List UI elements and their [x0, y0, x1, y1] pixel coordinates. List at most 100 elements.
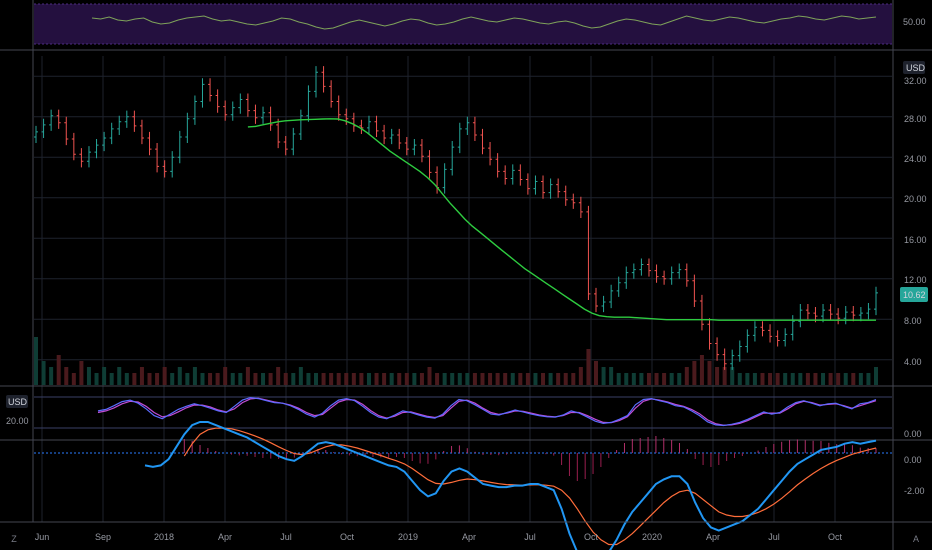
- price-bar: [677, 263, 682, 279]
- price-bar: [450, 141, 455, 176]
- price-bar: [631, 263, 636, 279]
- price-bar: [760, 321, 765, 337]
- volume-bar: [495, 373, 500, 385]
- price-bar: [488, 142, 493, 166]
- price-bar: [730, 349, 735, 370]
- price-bar: [329, 80, 334, 108]
- price-bar: [200, 78, 205, 108]
- volume-bar: [510, 373, 515, 385]
- volume-bar: [790, 373, 795, 385]
- price-bar: [707, 318, 712, 350]
- volume-bar: [41, 361, 46, 385]
- volume-bar: [192, 367, 197, 385]
- volume-bar: [654, 373, 659, 385]
- volume-bar: [223, 367, 228, 385]
- volume-bar: [775, 373, 780, 385]
- time-tick-label: Oct: [828, 532, 843, 542]
- price-tick-label: 28.00: [904, 114, 927, 124]
- volume-bar: [427, 367, 432, 385]
- rsi-pane: 50.00: [34, 3, 926, 45]
- price-tick-label: 12.00: [904, 275, 927, 285]
- volume-bar: [662, 373, 667, 385]
- currency-label: USD: [906, 63, 926, 73]
- price-bar: [306, 85, 311, 122]
- price-bar: [745, 329, 750, 353]
- price-bar: [874, 286, 878, 316]
- stoch-left-label: 20.00: [6, 416, 29, 426]
- volume-bar: [71, 373, 76, 385]
- price-bar: [563, 185, 568, 206]
- price-bar: [775, 330, 780, 347]
- price-bar: [783, 328, 788, 347]
- price-bar: [518, 164, 523, 186]
- macd-tick-label: -2.00: [904, 486, 925, 496]
- macd-line: [144, 421, 877, 550]
- volume-bar: [306, 373, 311, 385]
- price-bar: [109, 122, 114, 145]
- auto-scale-left-button[interactable]: Z: [11, 534, 17, 544]
- volume-bar: [480, 373, 485, 385]
- volume-bar: [571, 373, 576, 385]
- price-bar: [722, 348, 727, 370]
- volume-bar: [245, 367, 250, 385]
- price-bar: [366, 115, 371, 134]
- price-bar: [56, 109, 61, 129]
- time-tick-label: Jul: [524, 532, 536, 542]
- volume-bar: [851, 373, 856, 385]
- volume-bar: [359, 373, 364, 385]
- volume-bar: [162, 367, 167, 385]
- volume-bar: [805, 373, 810, 385]
- price-bar: [79, 148, 84, 168]
- volume-bar: [684, 367, 689, 385]
- volume-bar: [64, 367, 69, 385]
- price-bar: [351, 112, 356, 132]
- volume-bar: [715, 367, 720, 385]
- price-bar: [268, 106, 273, 131]
- price-tick-label: 4.00: [904, 357, 922, 367]
- volume-bar: [707, 361, 712, 385]
- price-bar: [699, 294, 704, 331]
- volume-bar: [177, 367, 182, 385]
- stoch-tick-label: 0.00: [904, 429, 922, 439]
- price-bar: [64, 116, 69, 146]
- volume-bar: [215, 373, 220, 385]
- volume-bar: [132, 373, 137, 385]
- volume-bar: [329, 373, 334, 385]
- price-bar: [359, 119, 364, 134]
- price-bar: [692, 274, 697, 308]
- volume-bar: [578, 367, 583, 385]
- rsi-band: [34, 4, 892, 44]
- price-bar: [177, 130, 182, 164]
- time-tick-label: Oct: [584, 532, 599, 542]
- price-bar: [94, 139, 99, 159]
- price-bar: [276, 118, 281, 149]
- volume-bar: [366, 373, 371, 385]
- volume-bar: [488, 373, 493, 385]
- price-bar: [510, 164, 515, 185]
- price-bar: [382, 124, 387, 145]
- time-tick-label: Apr: [462, 532, 476, 542]
- price-bar: [594, 287, 598, 313]
- price-bar: [124, 110, 129, 128]
- stoch-unit-badge: [6, 395, 28, 408]
- price-bar: [162, 160, 167, 178]
- volume-bar: [821, 373, 826, 385]
- price-bar: [465, 116, 470, 135]
- volume-bar: [843, 373, 848, 385]
- price-bar: [117, 115, 122, 135]
- auto-scale-right-button[interactable]: A: [912, 534, 919, 544]
- volume-bar: [457, 373, 462, 385]
- price-bar: [291, 127, 296, 156]
- volume-bar: [351, 373, 356, 385]
- volume-bar: [185, 373, 190, 385]
- volume-bar: [155, 373, 160, 385]
- volume-bar: [866, 373, 871, 385]
- price-bar: [238, 93, 243, 114]
- macd-tick-label: 0.00: [904, 455, 922, 465]
- price-bar: [639, 258, 644, 276]
- stoch-k-line: [97, 396, 877, 427]
- volume-bar: [616, 373, 621, 385]
- price-bar: [34, 125, 38, 144]
- price-bar: [768, 324, 773, 343]
- volume-bar: [624, 373, 629, 385]
